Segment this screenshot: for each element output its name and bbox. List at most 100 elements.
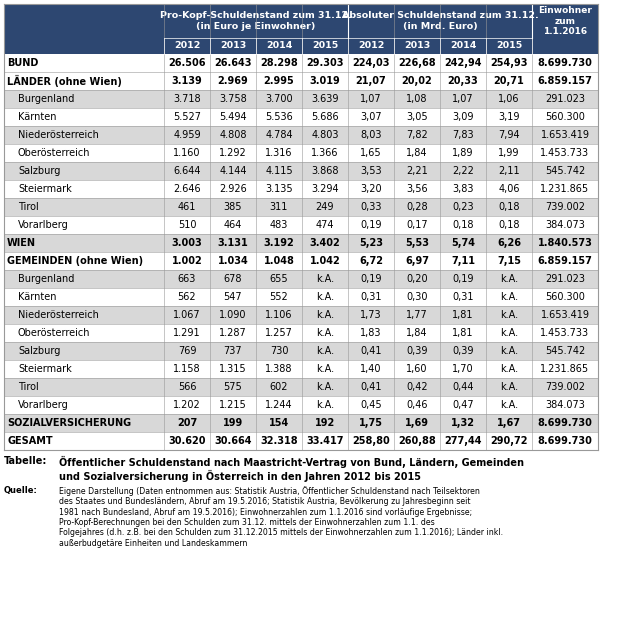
Text: 1.388: 1.388 (265, 364, 292, 374)
Text: 474: 474 (316, 220, 334, 230)
Text: k.A.: k.A. (316, 382, 334, 392)
Text: 1,73: 1,73 (360, 310, 382, 320)
Text: 291.023: 291.023 (545, 94, 585, 104)
Text: k.A.: k.A. (500, 346, 518, 356)
Bar (4, 38, 598, 54)
Text: 5,23: 5,23 (359, 238, 383, 248)
Text: 199: 199 (223, 418, 243, 428)
Text: 3,53: 3,53 (360, 166, 382, 176)
Text: 0,39: 0,39 (406, 346, 428, 356)
Text: 3.868: 3.868 (311, 166, 339, 176)
Text: 260,88: 260,88 (398, 436, 436, 446)
Text: 2,22: 2,22 (452, 166, 474, 176)
Text: 575: 575 (223, 382, 243, 392)
Text: 1.257: 1.257 (265, 328, 293, 338)
Text: 207: 207 (177, 418, 197, 428)
Bar (4, 252, 598, 270)
Bar (4, 162, 598, 180)
Text: 1.366: 1.366 (311, 148, 339, 158)
Text: 2,11: 2,11 (498, 166, 520, 176)
Text: LÄNDER (ohne Wien): LÄNDER (ohne Wien) (7, 75, 122, 87)
Text: 277,44: 277,44 (444, 436, 482, 446)
Text: 3,07: 3,07 (360, 112, 382, 122)
Text: 0,19: 0,19 (360, 220, 381, 230)
Text: 7,94: 7,94 (498, 130, 520, 140)
Text: Niederösterreich: Niederösterreich (18, 310, 99, 320)
Text: 461: 461 (178, 202, 196, 212)
Text: 4.959: 4.959 (173, 130, 201, 140)
Text: 1,69: 1,69 (405, 418, 429, 428)
Text: 3,56: 3,56 (406, 184, 428, 194)
Text: 2015: 2015 (496, 42, 522, 51)
Text: 0,45: 0,45 (360, 400, 382, 410)
Text: 2014: 2014 (266, 42, 292, 51)
Text: 7,15: 7,15 (497, 256, 521, 266)
Text: 311: 311 (270, 202, 288, 212)
Bar (4, 90, 598, 108)
Text: 33.417: 33.417 (307, 436, 344, 446)
Text: 4.808: 4.808 (220, 130, 247, 140)
Text: 1.067: 1.067 (173, 310, 201, 320)
Text: 32.318: 32.318 (260, 436, 298, 446)
Text: k.A.: k.A. (500, 382, 518, 392)
Text: 1.316: 1.316 (265, 148, 292, 158)
Text: 3,09: 3,09 (452, 112, 474, 122)
Text: k.A.: k.A. (316, 328, 334, 338)
Text: 663: 663 (178, 274, 196, 284)
Text: SOZIALVERSICHERUNG: SOZIALVERSICHERUNG (7, 418, 131, 428)
Text: 0,42: 0,42 (406, 382, 428, 392)
Text: 1,70: 1,70 (452, 364, 474, 374)
Bar (4, 72, 598, 90)
Text: Quelle:: Quelle: (4, 486, 38, 495)
Text: 3.639: 3.639 (311, 94, 339, 104)
Text: 0,18: 0,18 (499, 220, 520, 230)
Text: 3.131: 3.131 (218, 238, 248, 248)
Bar (4, 360, 598, 378)
Text: 4.784: 4.784 (265, 130, 293, 140)
Text: 20,33: 20,33 (447, 76, 478, 86)
Text: 4.803: 4.803 (311, 130, 339, 140)
Text: 3.402: 3.402 (310, 238, 340, 248)
Text: Einwohner
zum
1.1.2016: Einwohner zum 1.1.2016 (538, 6, 592, 36)
Text: 6.859.157: 6.859.157 (538, 256, 593, 266)
Text: k.A.: k.A. (500, 292, 518, 302)
Text: 1,32: 1,32 (451, 418, 475, 428)
Text: 385: 385 (224, 202, 243, 212)
Text: 1.231.865: 1.231.865 (540, 184, 589, 194)
Bar (4, 180, 598, 198)
Text: 655: 655 (269, 274, 288, 284)
Text: 562: 562 (178, 292, 196, 302)
Text: Eigene Darstellung (Daten entnommen aus: Statistik Austria, Öffentlicher Schulde: Eigene Darstellung (Daten entnommen aus:… (59, 486, 503, 548)
Text: 552: 552 (269, 292, 289, 302)
Text: 224,03: 224,03 (352, 58, 390, 68)
Text: 0,41: 0,41 (360, 382, 381, 392)
Text: k.A.: k.A. (500, 364, 518, 374)
Text: 1,60: 1,60 (406, 364, 428, 374)
Text: k.A.: k.A. (316, 274, 334, 284)
Text: Salzburg: Salzburg (18, 166, 60, 176)
Text: Tirol: Tirol (18, 382, 39, 392)
Text: Salzburg: Salzburg (18, 346, 60, 356)
Text: 4.144: 4.144 (220, 166, 247, 176)
Text: 3.294: 3.294 (311, 184, 339, 194)
Text: 3.700: 3.700 (265, 94, 293, 104)
Bar (4, 288, 598, 306)
Text: Vorarlberg: Vorarlberg (18, 220, 68, 230)
Text: 1.244: 1.244 (265, 400, 293, 410)
Text: 3,19: 3,19 (499, 112, 520, 122)
Text: Absoluter Schuldenstand zum 31.12.
(in Mrd. Euro): Absoluter Schuldenstand zum 31.12. (in M… (342, 12, 538, 31)
Text: 1,83: 1,83 (360, 328, 381, 338)
Text: 7,82: 7,82 (406, 130, 428, 140)
Text: 1,65: 1,65 (360, 148, 382, 158)
Text: Öffentlicher Schuldenstand nach Maastricht-Vertrag von Bund, Ländern, Gemeinden
: Öffentlicher Schuldenstand nach Maastric… (59, 456, 524, 482)
Text: 1.215: 1.215 (219, 400, 247, 410)
Text: 249: 249 (316, 202, 334, 212)
Text: 6.644: 6.644 (173, 166, 201, 176)
Text: 1,77: 1,77 (406, 310, 428, 320)
Text: 739.002: 739.002 (545, 382, 585, 392)
Text: 1.042: 1.042 (310, 256, 340, 266)
Text: 0,23: 0,23 (452, 202, 474, 212)
Text: 545.742: 545.742 (545, 346, 585, 356)
Text: Oberösterreich: Oberösterreich (18, 148, 90, 158)
Text: 0,46: 0,46 (406, 400, 428, 410)
